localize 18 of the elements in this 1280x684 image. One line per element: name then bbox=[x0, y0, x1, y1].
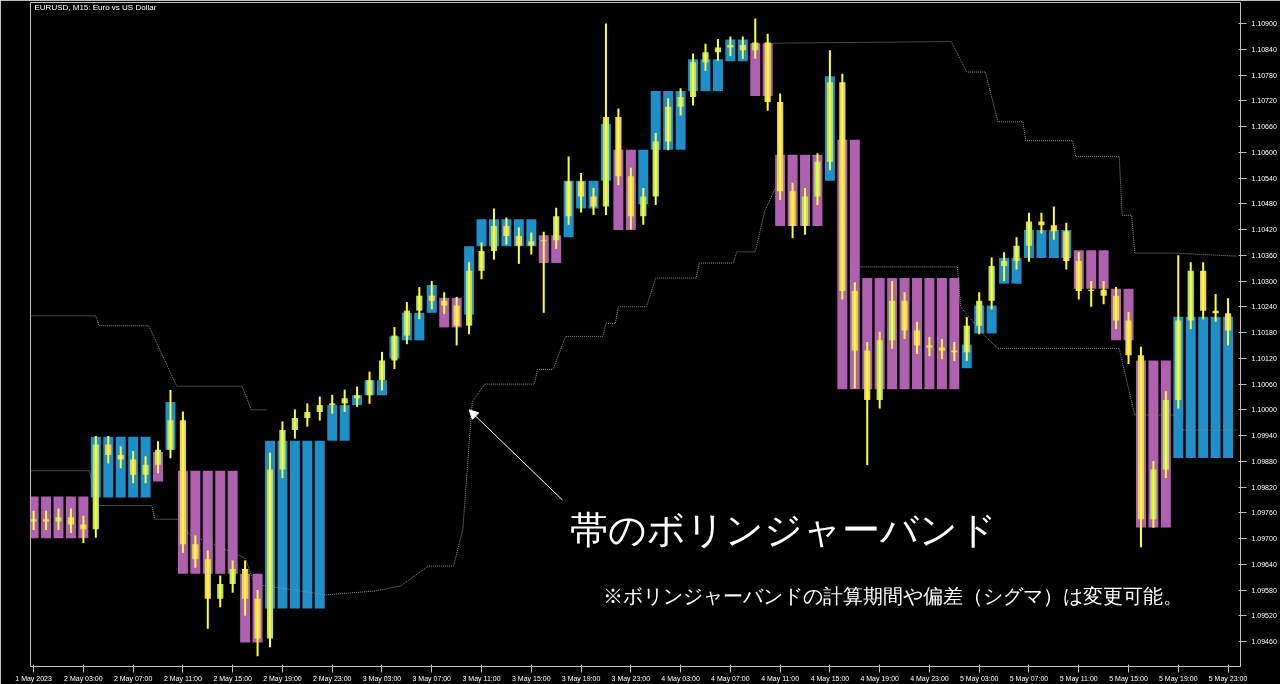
bar bbox=[712, 59, 723, 91]
bar bbox=[314, 440, 325, 609]
bar bbox=[1036, 229, 1047, 258]
bar bbox=[215, 470, 226, 574]
bar bbox=[949, 278, 960, 390]
chart-title: EURUSD, M15: Euro vs US Dollar bbox=[34, 2, 157, 12]
bar bbox=[302, 440, 313, 609]
bar bbox=[986, 305, 997, 334]
candlestick bbox=[926, 335, 933, 358]
annotation: ※ボリンジャーバンドの計算期間や偏差（シグマ）は変更可能。 bbox=[602, 584, 1183, 607]
annotation: 帯のボリンジャーバンド bbox=[569, 508, 997, 551]
bar bbox=[936, 278, 947, 390]
bar bbox=[327, 405, 338, 441]
bar bbox=[289, 440, 300, 609]
bar bbox=[476, 219, 487, 247]
bar bbox=[924, 278, 935, 390]
bar bbox=[1086, 250, 1097, 289]
bar bbox=[1198, 316, 1209, 458]
